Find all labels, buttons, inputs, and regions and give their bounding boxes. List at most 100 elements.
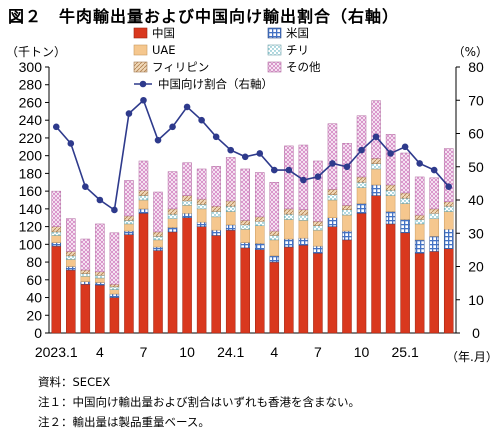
bar-others bbox=[414, 176, 425, 216]
bar-uae bbox=[109, 289, 120, 295]
bar-china bbox=[371, 195, 381, 334]
bar-others bbox=[95, 223, 105, 273]
bar-us bbox=[196, 221, 207, 227]
bar-others bbox=[313, 160, 323, 222]
bar-philippines bbox=[327, 189, 338, 195]
bar-uae bbox=[225, 211, 236, 226]
left-axis-unit: （千トン） bbox=[6, 45, 67, 59]
bar-china bbox=[211, 235, 221, 334]
share-point bbox=[430, 166, 438, 174]
bar-chile bbox=[124, 220, 134, 225]
bar-philippines bbox=[167, 208, 178, 215]
bar-philippines bbox=[80, 269, 91, 274]
bar-chile bbox=[95, 275, 105, 279]
bar-china bbox=[153, 250, 163, 334]
bar-uae bbox=[153, 239, 163, 248]
bar-uae bbox=[284, 219, 294, 240]
bar-uae bbox=[66, 259, 76, 267]
bar-chile bbox=[80, 273, 91, 277]
left-tick-label: 0 bbox=[34, 325, 42, 341]
bar-others bbox=[138, 160, 149, 191]
bar-china bbox=[124, 234, 134, 334]
legend-swatch-china bbox=[133, 27, 148, 39]
left-tick-label: 160 bbox=[19, 183, 43, 199]
bar-chile bbox=[167, 213, 178, 219]
bar-philippines bbox=[429, 208, 439, 214]
bar-philippines bbox=[342, 205, 352, 211]
bar-uae bbox=[138, 199, 149, 210]
bar-us bbox=[371, 184, 381, 196]
bar-others bbox=[196, 168, 207, 200]
bar-china bbox=[167, 231, 178, 334]
legend-swatch-uae bbox=[133, 44, 148, 56]
bar-us bbox=[385, 211, 396, 225]
left-tick-label: 220 bbox=[19, 130, 43, 146]
bar-philippines bbox=[124, 215, 134, 221]
bar-others bbox=[167, 171, 178, 210]
chart-title: 図２ 牛肉輸出量および中国向け輸出割合（右軸） bbox=[8, 7, 400, 26]
share-point bbox=[212, 133, 220, 141]
bar-chile bbox=[327, 194, 338, 201]
legend-label-philippines: フィリピン bbox=[152, 60, 209, 74]
bar-philippines bbox=[240, 220, 250, 226]
left-tick-label: 200 bbox=[19, 148, 43, 164]
bar-chile bbox=[138, 195, 149, 201]
bar-us bbox=[284, 238, 294, 248]
legend-swatch-others bbox=[267, 61, 282, 73]
right-tick-label: 0 bbox=[472, 325, 480, 341]
legend-label-share: 中国向け割合（右軸） bbox=[158, 77, 273, 91]
bar-uae bbox=[269, 239, 280, 257]
legend-label-uae: UAE bbox=[152, 43, 176, 57]
share-point bbox=[285, 166, 293, 174]
bar-chile bbox=[429, 213, 439, 219]
bar-us bbox=[225, 224, 236, 231]
bar-us bbox=[211, 229, 221, 236]
bar-china bbox=[327, 226, 338, 334]
right-tick-label: 60 bbox=[468, 126, 484, 142]
bar-us bbox=[429, 236, 439, 252]
bar-uae bbox=[327, 199, 338, 218]
right-tick-label: 70 bbox=[468, 92, 484, 108]
bar-others bbox=[429, 177, 439, 210]
bar-chile bbox=[269, 235, 280, 241]
x-tick-label: 2023.1 bbox=[35, 344, 78, 360]
bar-china bbox=[443, 248, 454, 334]
bar-chile bbox=[298, 214, 309, 221]
bar-uae bbox=[443, 211, 454, 230]
bar-china bbox=[414, 252, 425, 334]
bar-uae bbox=[298, 220, 309, 239]
bar-others bbox=[225, 157, 236, 202]
bar-philippines bbox=[269, 230, 280, 236]
share-point bbox=[111, 206, 118, 214]
bar-china bbox=[138, 213, 149, 334]
bar-others bbox=[400, 152, 410, 194]
bar-china bbox=[385, 223, 396, 334]
bar-china bbox=[182, 217, 192, 334]
bar-philippines bbox=[284, 208, 294, 215]
legend-line-marker bbox=[139, 80, 147, 88]
legend-bg bbox=[128, 31, 336, 93]
note-2: 注２：輸出量は製品重量ベース。 bbox=[38, 415, 210, 429]
right-tick-label: 20 bbox=[468, 259, 484, 275]
share-point bbox=[67, 140, 75, 147]
bar-uae bbox=[356, 187, 367, 204]
bar-china bbox=[429, 251, 439, 334]
bar-philippines bbox=[371, 158, 381, 164]
left-tick-label: 140 bbox=[19, 201, 43, 217]
left-tick-label: 260 bbox=[19, 94, 43, 110]
share-point bbox=[271, 166, 278, 174]
share-point bbox=[314, 173, 322, 181]
bar-us bbox=[240, 242, 250, 249]
bar-china bbox=[66, 269, 76, 334]
bar-others bbox=[211, 166, 221, 207]
bar-uae bbox=[51, 235, 62, 243]
bar-us bbox=[124, 230, 134, 235]
bar-uae bbox=[211, 216, 221, 231]
bar-chile bbox=[153, 236, 163, 241]
bar-chile bbox=[66, 255, 76, 260]
bar-china bbox=[225, 229, 236, 334]
bar-philippines bbox=[400, 192, 410, 199]
bar-us bbox=[109, 293, 120, 298]
bar-chile bbox=[414, 219, 425, 225]
bar-us bbox=[269, 255, 280, 263]
